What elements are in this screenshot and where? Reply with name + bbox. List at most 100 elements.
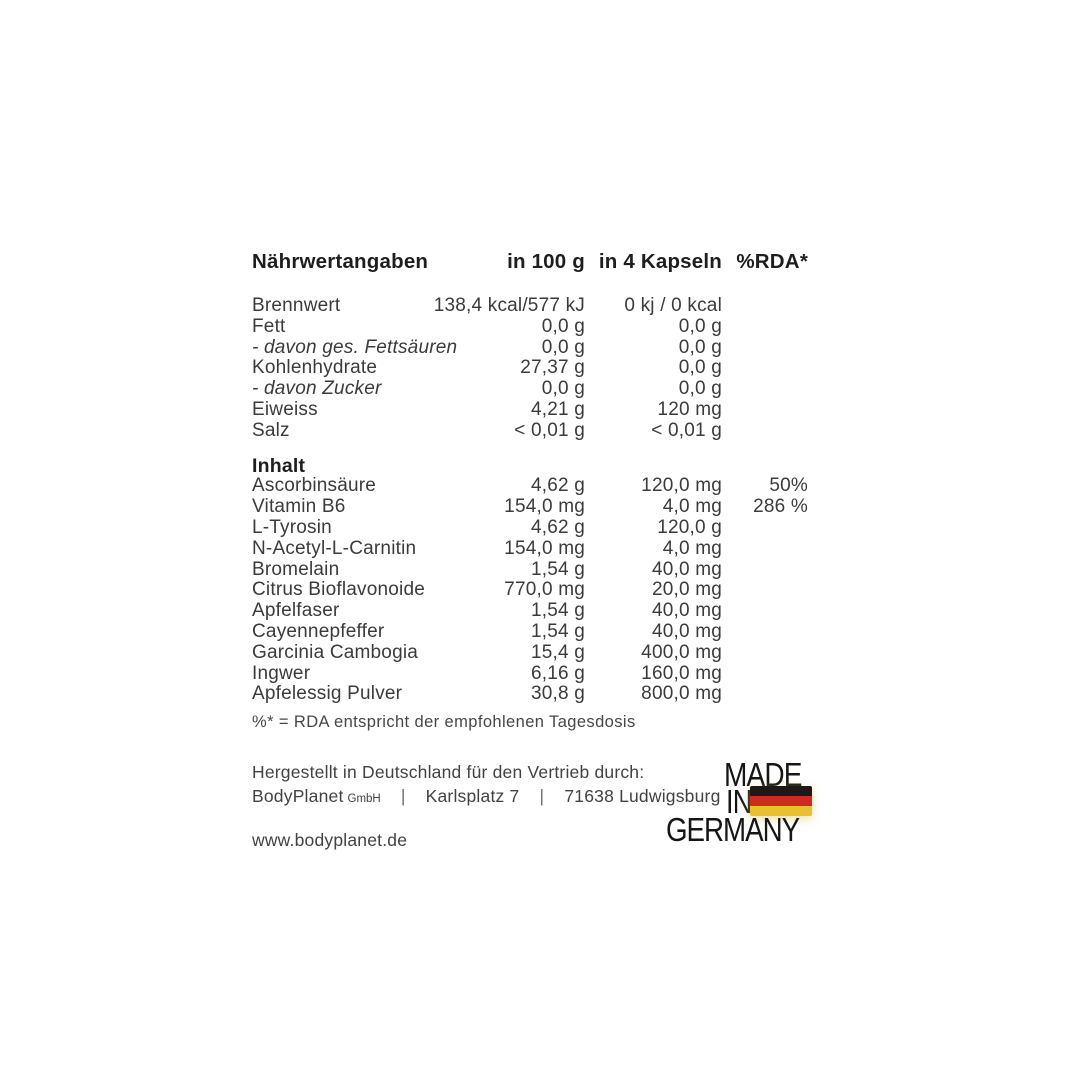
table-row: Bromelain 1,54 g 40,0 mg — [252, 558, 808, 581]
table-row: N-Acetyl-L-Carnitin 154,0 mg 4,0 mg — [252, 537, 808, 560]
nutrient-name: Ingwer — [252, 662, 311, 684]
badge-word-made: MADE — [724, 756, 802, 793]
table-row: Salz < 0,01 g < 0,01 g — [252, 419, 808, 442]
table-row: Eiweiss 4,21 g 120 mg — [252, 398, 808, 421]
ingredient-rows-group: Ascorbinsäure 4,62 g 120,0 mg 50% Vitamin B6… — [252, 476, 808, 705]
city-address: 71638 Ludwigsburg — [564, 786, 721, 806]
company-name: BodyPlanet — [252, 786, 344, 806]
table-row: - davon ges. Fettsäuren 0,0 g 0,0 g — [252, 336, 808, 359]
value-rda-percent: 50% — [769, 475, 808, 497]
value-per-100g: 0,0 g — [541, 378, 585, 400]
company-address-line: BodyPlanet GmbH | Karlsplatz 7 | 71638 Lu… — [252, 786, 720, 809]
table-row: Brennwert 138,4 kcal/577 kJ 0 kj / 0 kcal — [252, 295, 808, 317]
value-per-4-capsules: 0,0 g — [678, 357, 722, 379]
made-in-text: Hergestellt in Deutschland für den Vertr… — [252, 762, 645, 782]
street-address: Karlsplatz 7 — [425, 786, 520, 806]
flag-stripe-red — [750, 796, 812, 806]
flag-stripe-black — [750, 786, 812, 796]
flag-stripe-gold — [750, 806, 812, 816]
table-row: Vitamin B6 154,0 mg 4,0 mg 286 % — [252, 496, 808, 518]
value-per-100g: 6,16 g — [530, 662, 585, 684]
column-header-per-4-capsules: in 4 Kapseln — [598, 250, 722, 273]
made-in-germany-badge: MADE IN GERMANY — [666, 756, 818, 848]
value-per-4-capsules: 40,0 mg — [651, 558, 722, 580]
nutrient-name: L-Tyrosin — [252, 516, 332, 538]
value-per-100g: 770,0 mg — [504, 579, 585, 601]
nutrient-name: Brennwert — [252, 295, 341, 316]
nutrient-name: Fett — [252, 315, 286, 337]
company-legal-form: GmbH — [347, 793, 381, 805]
value-per-4-capsules: 0,0 g — [678, 315, 722, 337]
value-per-100g: 27,37 g — [520, 357, 585, 379]
column-header-per-100g: in 100 g — [507, 250, 585, 273]
table-row: - davon Zucker 0,0 g 0,0 g — [252, 378, 808, 400]
nutrient-name: Bromelain — [252, 558, 340, 580]
value-per-4-capsules: 4,0 mg — [662, 496, 722, 518]
table-header-row: Nährwertangaben in 100 g in 4 Kapseln %R… — [252, 250, 808, 274]
separator-bar: | — [539, 786, 545, 806]
value-rda-percent: 286 % — [753, 496, 808, 518]
table-row: Ingwer 6,16 g 160,0 mg — [252, 662, 808, 685]
value-per-100g: 1,54 g — [530, 558, 585, 580]
nutrient-name: Apfelessig Pulver — [252, 683, 403, 705]
nutrition-facts-table: Nährwertangaben in 100 g in 4 Kapseln %R… — [252, 250, 808, 732]
value-per-100g: 1,54 g — [530, 600, 585, 622]
value-per-4-capsules: 20,0 mg — [651, 579, 722, 601]
value-per-100g: 4,62 g — [530, 475, 585, 497]
value-per-100g: 30,8 g — [530, 683, 585, 705]
nutrient-name: Vitamin B6 — [252, 496, 346, 518]
table-row: Garcinia Cambogia 15,4 g 400,0 mg — [252, 641, 808, 664]
value-per-4-capsules: 0,0 g — [678, 336, 722, 358]
table-row: L-Tyrosin 4,62 g 120,0 g — [252, 516, 808, 539]
value-per-4-capsules: 120,0 mg — [641, 475, 722, 497]
column-header-title: Nährwertangaben — [252, 250, 429, 273]
value-per-100g: 138,4 kcal/577 kJ — [433, 295, 585, 316]
table-row: Ascorbinsäure 4,62 g 120,0 mg 50% — [252, 476, 808, 497]
table-row: Apfelfaser 1,54 g 40,0 mg — [252, 600, 808, 622]
nutrient-name: Cayennepfeffer — [252, 620, 385, 642]
badge-word-germany: GERMANY — [666, 811, 800, 848]
value-per-4-capsules: 120 mg — [657, 398, 722, 420]
badge-word-in: IN — [726, 783, 752, 820]
section-title-inhalt: Inhalt — [252, 454, 306, 477]
value-per-100g: 4,21 g — [530, 398, 585, 420]
nutrient-name: Apfelfaser — [252, 600, 340, 622]
value-per-4-capsules: 400,0 mg — [641, 641, 722, 663]
value-per-100g: 0,0 g — [541, 315, 585, 337]
value-per-4-capsules: 120,0 g — [657, 516, 722, 538]
value-per-4-capsules: < 0,01 g — [651, 419, 722, 441]
value-per-4-capsules: 160,0 mg — [641, 662, 722, 684]
nutrient-name: N-Acetyl-L-Carnitin — [252, 537, 417, 559]
nutrient-name: Citrus Bioflavonoide — [252, 579, 425, 601]
value-per-100g: < 0,01 g — [514, 419, 585, 441]
table-row: Kohlenhydrate 27,37 g 0,0 g — [252, 358, 808, 379]
value-per-4-capsules: 0,0 g — [678, 378, 722, 400]
value-per-100g: 154,0 mg — [504, 496, 585, 518]
germany-flag-icon — [750, 786, 812, 816]
website-url: www.bodyplanet.de — [252, 830, 408, 850]
value-per-100g: 0,0 g — [541, 336, 585, 358]
nutrient-name: Salz — [252, 419, 290, 441]
value-per-4-capsules: 800,0 mg — [641, 683, 722, 705]
nutrient-name: Eiweiss — [252, 398, 318, 420]
table-row: Cayennepfeffer 1,54 g 40,0 mg — [252, 620, 808, 643]
separator-bar: | — [400, 786, 406, 806]
value-per-100g: 1,54 g — [530, 620, 585, 642]
value-per-4-capsules: 40,0 mg — [651, 600, 722, 622]
value-per-100g: 15,4 g — [530, 641, 585, 663]
nutrient-name: Ascorbinsäure — [252, 475, 377, 497]
rda-footnote: %* = RDA entspricht der empfohlenen Tage… — [252, 713, 636, 732]
value-per-100g: 154,0 mg — [504, 537, 585, 559]
nutrient-name: - davon Zucker — [252, 378, 382, 400]
table-row: Fett 0,0 g 0,0 g — [252, 315, 808, 338]
nutrient-name: Kohlenhydrate — [252, 357, 378, 379]
distributor-info: Hergestellt in Deutschland für den Vertr… — [252, 762, 720, 851]
value-per-4-capsules: 4,0 mg — [662, 537, 722, 559]
value-per-4-capsules: 0 kj / 0 kcal — [624, 295, 722, 316]
column-header-rda-percent: %RDA* — [736, 250, 808, 273]
value-per-100g: 4,62 g — [530, 516, 585, 538]
table-row: Citrus Bioflavonoide 770,0 mg 20,0 mg — [252, 580, 808, 601]
table-row: Apfelessig Pulver 30,8 g 800,0 mg — [252, 684, 808, 705]
value-per-4-capsules: 40,0 mg — [651, 620, 722, 642]
nutrition-rows-group: Brennwert 138,4 kcal/577 kJ 0 kj / 0 kcal F… — [252, 295, 808, 442]
